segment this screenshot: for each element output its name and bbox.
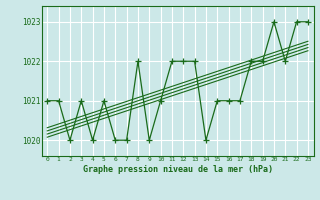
X-axis label: Graphe pression niveau de la mer (hPa): Graphe pression niveau de la mer (hPa) xyxy=(83,165,273,174)
